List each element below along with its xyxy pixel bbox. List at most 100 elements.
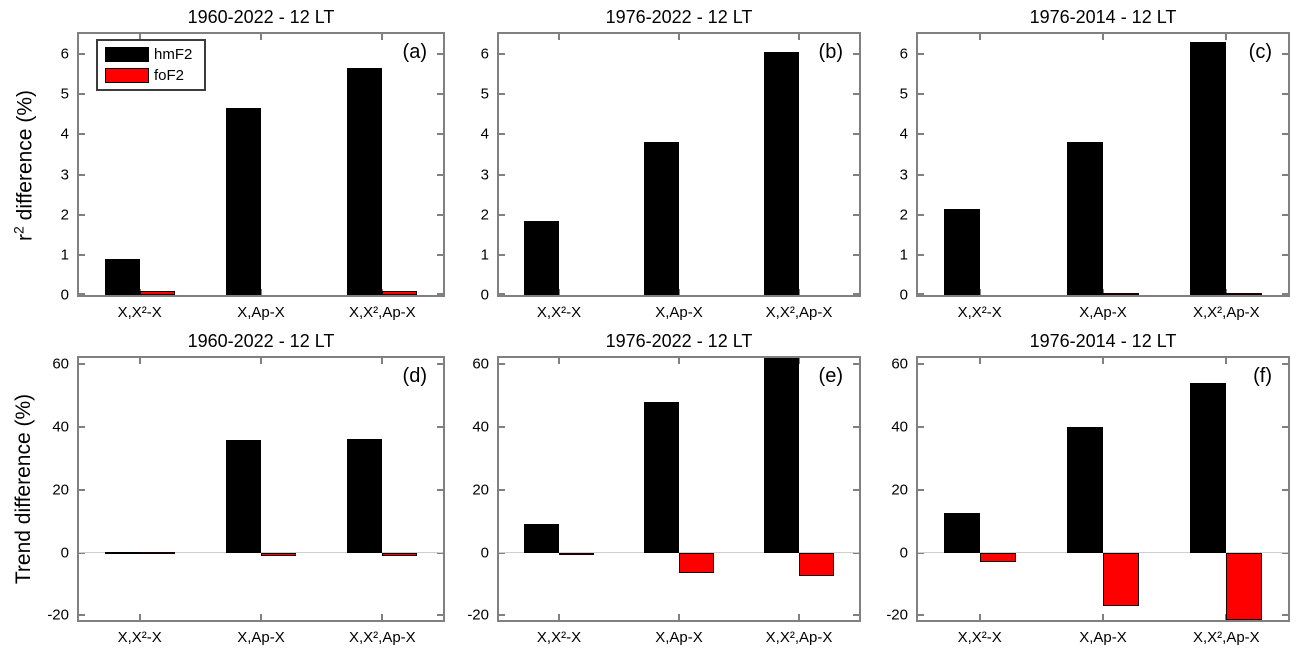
y-tick-mark	[1282, 173, 1288, 176]
panel-letter: (a)	[402, 41, 427, 63]
panel-letter: (d)	[402, 365, 427, 387]
y-tick-label: 40	[472, 418, 489, 436]
y-tick-mark	[437, 93, 443, 96]
legend-label-foF2: foF2	[154, 67, 185, 84]
bar-hmF2-X,X²,Ap-X	[1190, 383, 1227, 553]
x-tick-mark	[1225, 289, 1228, 295]
x-tick-label: X,X²-X	[957, 304, 1002, 321]
x-tick-label: X,X²-X	[117, 304, 162, 321]
x-tick-label: X,Ap-X	[237, 629, 285, 646]
x-tick-mark	[260, 358, 262, 364]
y-tick-mark	[918, 173, 924, 176]
x-tick-mark	[558, 614, 560, 620]
y-axis-label-top-base: r	[13, 233, 37, 241]
y-tick-mark	[437, 253, 443, 256]
y-tick-mark	[853, 213, 859, 216]
y-tick-mark	[79, 363, 85, 366]
bar-hmF2-X,X²-X	[104, 551, 140, 554]
y-tick-mark	[437, 614, 443, 617]
x-tick-label: X,X²,Ap-X	[765, 629, 833, 646]
y-tick-label: 5	[480, 85, 489, 103]
y-tick-mark	[437, 488, 443, 491]
bar-foF2-X,X²,Ap-X	[1226, 293, 1263, 295]
y-tick-label: -20	[886, 606, 908, 624]
y-tick-mark	[499, 213, 505, 216]
y-tick-label: 4	[60, 125, 69, 143]
y-tick-mark	[1282, 293, 1288, 295]
y-tick-mark	[853, 488, 859, 491]
y-tick-mark	[79, 614, 85, 617]
bar-foF2-X,Ap-X	[261, 552, 296, 556]
y-tick-label: 6	[60, 45, 69, 63]
legend-swatch-hmF2	[105, 47, 149, 62]
x-tick-mark	[558, 289, 560, 295]
y-tick-mark	[1282, 213, 1288, 216]
y-tick-mark	[499, 614, 505, 617]
x-tick-label: X,X²,Ap-X	[1192, 304, 1260, 321]
y-tick-mark	[853, 53, 859, 56]
y-tick-label: 5	[899, 85, 908, 103]
y-tick-mark	[79, 173, 85, 176]
y-tick-mark	[1282, 93, 1288, 96]
bar-hmF2-X,X²,Ap-X	[764, 52, 799, 295]
x-tick-mark	[678, 34, 680, 40]
x-tick-mark	[558, 34, 560, 40]
bar-hmF2-X,X²,Ap-X	[347, 68, 383, 295]
y-tick-label: 4	[480, 125, 489, 143]
panel-c-plot: 1976-2014 - 12 LT (c) 0 1 2 3 4 5 6 X,X²-X X,Ap-X X…	[900, 7, 1290, 321]
x-tick-mark	[978, 289, 981, 295]
panel-title: 1960-2022 - 12 LT	[187, 7, 335, 27]
y-tick-label: 2	[899, 206, 908, 224]
panel-letter: (e)	[818, 365, 843, 387]
bar-foF2-X,X²,Ap-X	[382, 552, 418, 557]
x-tick-mark	[260, 34, 262, 40]
x-tick-mark	[1225, 34, 1228, 40]
x-tick-mark	[260, 289, 262, 295]
x-tick-label: X,X²-X	[957, 629, 1002, 646]
y-tick-mark	[499, 363, 505, 366]
y-tick-mark	[918, 488, 924, 491]
panel-b-plot: 1976-2022 - 12 LT (b) 0 1 2 3 4 5 6 X,X²-X X,Ap-X X…	[481, 7, 861, 321]
x-tick-label: X,Ap-X	[655, 629, 703, 646]
panel-title: 1976-2014 - 12 LT	[1029, 7, 1177, 27]
bar-hmF2-X,X²,Ap-X	[1190, 42, 1227, 295]
y-tick-label: 6	[480, 45, 489, 63]
y-tick-mark	[853, 426, 859, 429]
y-tick-label: 4	[899, 125, 908, 143]
bar-foF2-X,X²,Ap-X	[799, 552, 834, 577]
legend-box: hmF2 foF2	[96, 39, 207, 91]
y-tick-label: 20	[472, 481, 489, 499]
x-tick-mark	[798, 614, 800, 620]
bar-foF2-X,X²-X	[559, 552, 594, 555]
y-tick-mark	[499, 173, 505, 176]
bar-hmF2-X,X²-X	[524, 220, 559, 295]
x-tick-mark	[978, 34, 981, 40]
y-tick-label: 60	[52, 355, 69, 373]
panel-d-plot: 1960-2022 - 12 LT (d) -20 0 20 40 60 X,X²-X X,Ap…	[47, 331, 445, 646]
y-tick-label: 1	[60, 246, 69, 264]
y-tick-mark	[918, 133, 924, 136]
x-tick-mark	[138, 358, 141, 364]
bar-hmF2-X,X²,Ap-X	[764, 358, 799, 553]
x-tick-mark	[558, 358, 560, 364]
panel-f-plot: 1976-2014 - 12 LT (f) -20 0 20 40 60 X,X²-X X,Ap…	[886, 331, 1290, 646]
y-tick-label: 40	[52, 418, 69, 436]
x-tick-mark	[678, 289, 680, 295]
y-tick-label: 0	[899, 544, 908, 562]
y-tick-mark	[79, 426, 85, 429]
y-tick-mark	[918, 53, 924, 56]
y-tick-mark	[79, 93, 85, 96]
y-tick-mark	[499, 93, 505, 96]
y-tick-mark	[853, 93, 859, 96]
y-tick-label: 60	[472, 355, 489, 373]
x-tick-label: X,X²-X	[117, 629, 162, 646]
y-tick-mark	[918, 93, 924, 96]
y-tick-label: 2	[480, 206, 489, 224]
y-tick-mark	[918, 293, 924, 295]
x-tick-label: X,X²-X	[536, 304, 582, 321]
y-tick-mark	[1282, 53, 1288, 56]
x-tick-mark	[678, 614, 680, 620]
bar-hmF2-X,X²-X	[943, 208, 980, 295]
y-tick-label: 20	[52, 481, 69, 499]
x-tick-mark	[381, 358, 384, 364]
